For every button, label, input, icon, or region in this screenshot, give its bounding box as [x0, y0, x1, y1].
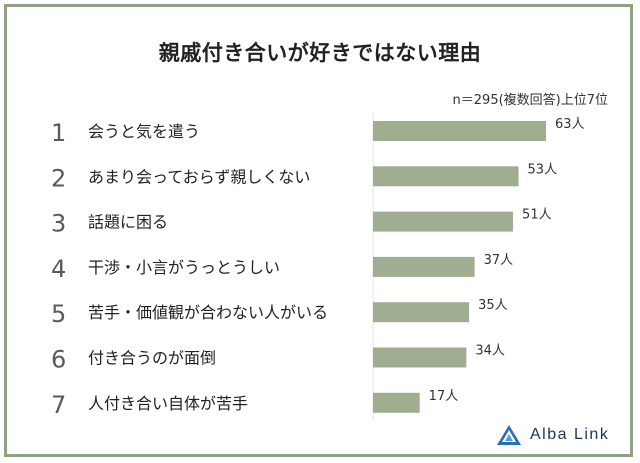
value-label: 37人	[484, 253, 514, 268]
category-label: 苦手・価値観が合わない人がいる	[88, 303, 328, 322]
bar	[373, 121, 546, 141]
value-label: 53人	[528, 162, 558, 177]
category-label: 人付き合い自体が苦手	[88, 394, 248, 413]
category-label: あまり会っておらず親しくない	[88, 167, 310, 186]
bar	[373, 347, 467, 368]
brand-logo: Alba Link	[496, 424, 609, 446]
bar	[373, 211, 514, 232]
value-label: 35人	[478, 298, 508, 313]
alba-link-logo-icon	[497, 425, 521, 445]
rank-label: 3	[51, 210, 66, 238]
bar	[373, 256, 475, 277]
sample-note: n＝295(複数回答)上位7位	[452, 93, 608, 108]
rank-label: 1	[51, 119, 66, 147]
bar	[373, 166, 519, 187]
category-label: 干渉・小言がうっとうしい	[88, 258, 280, 277]
value-label: 51人	[522, 208, 552, 223]
rank-label: 7	[51, 391, 66, 419]
bar	[373, 392, 420, 413]
category-label: 付き合うのが面倒	[88, 349, 216, 368]
chart-title: 親戚付き合いが好きではない理由	[158, 41, 482, 65]
category-label: 会うと気を遣う	[88, 122, 200, 141]
bar	[373, 302, 470, 323]
rank-label: 2	[51, 164, 66, 192]
value-label: 63人	[555, 117, 585, 132]
chart-frame	[4, 4, 633, 457]
category-label: 話題に困る	[88, 213, 168, 232]
rank-label: 5	[51, 300, 66, 328]
rank-label: 6	[51, 346, 66, 374]
value-label: 17人	[429, 389, 459, 404]
brand-name: Alba Link	[530, 426, 610, 443]
value-label: 34人	[475, 344, 505, 359]
rank-label: 4	[51, 255, 66, 283]
